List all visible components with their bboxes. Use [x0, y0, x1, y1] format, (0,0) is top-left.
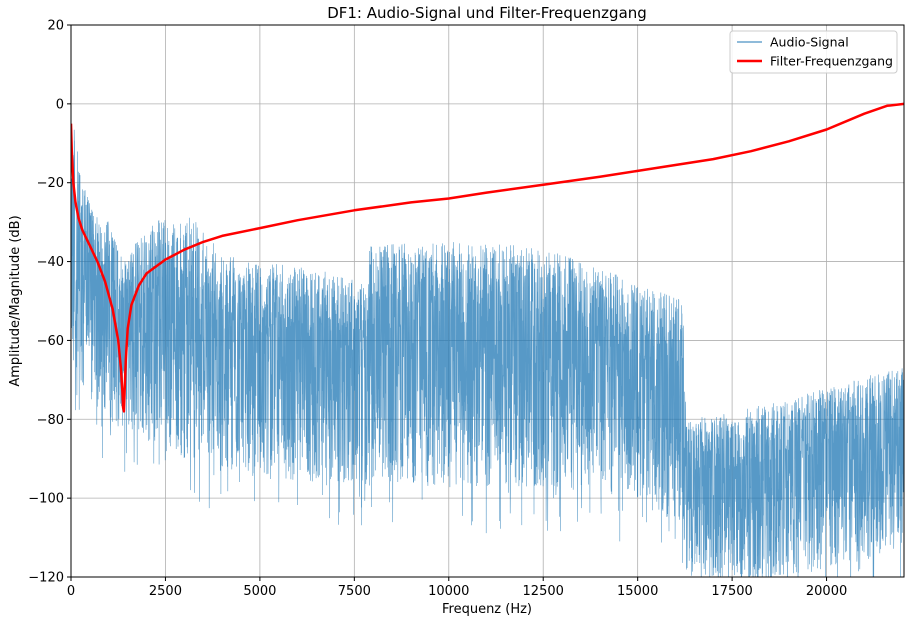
chart-title: DF1: Audio-Signal und Filter-Frequenzgan…	[327, 4, 647, 22]
legend-label-audio-signal: Audio-Signal	[770, 35, 849, 50]
x-tick-label: 7500	[338, 584, 371, 599]
legend-label-filter-response: Filter-Frequenzgang	[770, 54, 893, 69]
x-tick-label: 20000	[806, 584, 847, 599]
y-tick-label: −60	[37, 334, 64, 349]
x-tick-label: 12500	[523, 584, 564, 599]
y-axis-label: Amplitude/Magnitude (dB)	[8, 215, 23, 386]
y-tick-label: −20	[37, 176, 64, 191]
y-tick-label: −40	[37, 255, 64, 270]
x-tick-label: 17500	[711, 584, 752, 599]
y-tick-label: −80	[37, 413, 64, 428]
x-axis-ticks: 0 2500 5000 7500 10000 12500 15000 17500 20000	[67, 577, 847, 599]
plot-frame	[70, 24, 905, 578]
audio-signal-line	[71, 129, 904, 577]
x-tick-label: 10000	[428, 584, 469, 599]
audio-signal-series	[71, 129, 904, 577]
legend: Audio-Signal Filter-Frequenzgang	[729, 30, 898, 74]
x-tick-label: 5000	[243, 584, 276, 599]
legend-box	[729, 30, 898, 74]
x-axis-label: Frequenz (Hz)	[442, 602, 532, 617]
x-tick-label: 2500	[149, 584, 182, 599]
plot-area	[71, 102, 904, 577]
y-tick-label: −100	[28, 492, 64, 507]
y-tick-label: −120	[28, 571, 64, 586]
x-tick-label: 15000	[617, 584, 658, 599]
y-tick-label: 0	[56, 97, 64, 112]
filter-response-series	[71, 102, 904, 413]
x-tick-label: 0	[67, 584, 75, 599]
y-axis-ticks: 20 0 −20 −40 −60 −80 −100 −120	[28, 19, 71, 586]
y-tick-label: 20	[47, 19, 64, 34]
filter-response-line	[71, 102, 904, 413]
